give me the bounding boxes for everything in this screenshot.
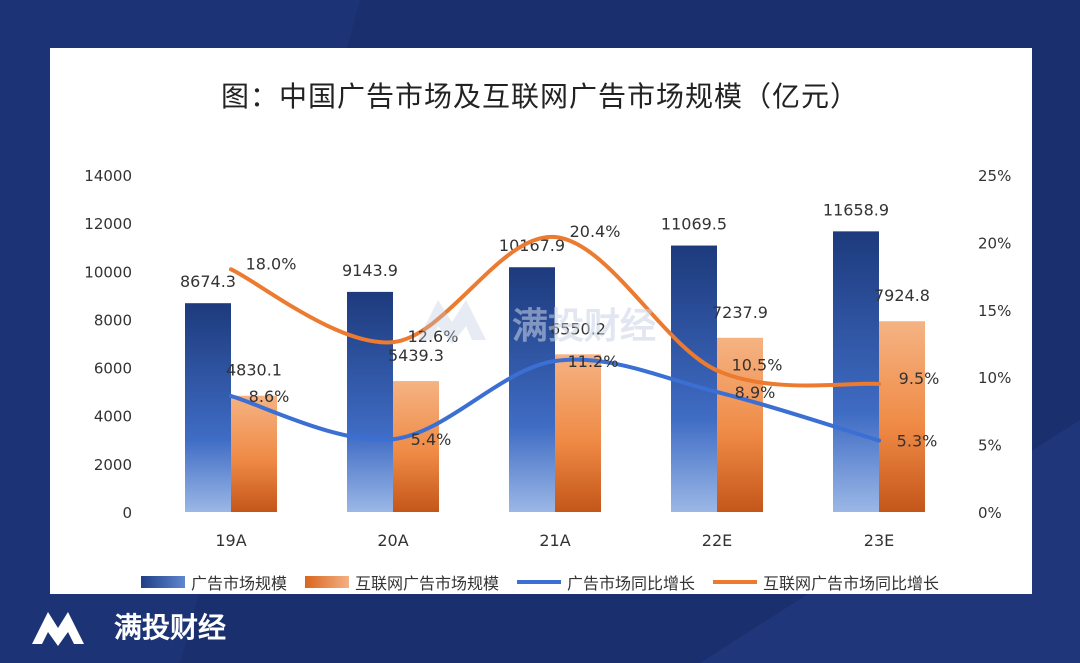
bar-ad-market [671,245,717,512]
bar-internet-ad-market [393,381,439,512]
y-left-tick-label: 10000 [84,263,132,281]
bar-internet-ad-market [231,395,277,512]
point-ad-growth [229,394,233,399]
legend-label-internet-ad-growth: 互联网广告市场同比增长 [763,574,940,593]
bar-label-ad-market: 9143.9 [342,261,398,280]
x-tick-label: 21A [539,531,570,550]
y-left-tick-label: 2000 [94,456,132,474]
point-ad-growth [877,438,881,443]
y-right-tick-label: 20% [978,234,1011,252]
data-label-internet-ad-growth: 9.5% [899,369,940,388]
data-label-ad-growth: 5.4% [411,430,452,449]
x-tick-label: 23E [864,531,894,550]
legend-swatch-ad-market [140,576,185,588]
y-left-tick-label: 0 [122,504,132,522]
bar-ad-market [509,267,555,512]
y-left-tick-label: 8000 [94,311,132,329]
data-label-internet-ad-growth: 12.6% [408,327,459,346]
chart-title: 图：中国广告市场及互联网广告市场规模（亿元） [220,80,859,113]
bar-label-ad-market: 11658.9 [823,200,889,219]
data-label-ad-growth: 11.2% [568,352,619,371]
y-right-tick-label: 0% [978,504,1002,522]
bar-label-internet-ad-market: 4830.1 [226,361,282,380]
point-internet-ad-growth [715,368,719,373]
data-label-internet-ad-growth: 20.4% [570,222,621,241]
legend-label-internet-ad-market: 互联网广告市场规模 [354,574,499,593]
point-internet-ad-growth [391,340,395,345]
chart-legend: 广告市场规模 互联网广告市场规模 广告市场同比增长 互联网广告市场同比增长 [0,570,1080,594]
brand-name: 满投财经 [114,611,227,644]
data-label-ad-growth: 8.6% [249,387,290,406]
bar-ad-market [347,291,393,512]
y-right-tick-label: 25% [978,167,1011,185]
bar-internet-ad-market [555,354,601,512]
point-internet-ad-growth [877,381,881,386]
bar-ad-market [185,303,231,512]
y-left-tick-label: 4000 [94,408,132,426]
y-right-tick-label: 15% [978,302,1011,320]
x-tick-label: 20A [377,531,408,550]
point-internet-ad-growth [229,267,233,272]
y-right-tick-label: 10% [978,369,1011,387]
legend-swatch-ad-growth [517,580,561,584]
bar-label-internet-ad-market: 6550.2 [550,319,606,338]
bar-internet-ad-market [879,321,925,512]
bar-label-ad-market: 8674.3 [180,272,236,291]
legend-item-internet-ad-market: 互联网广告市场规模 [304,570,499,594]
point-ad-growth [553,359,557,364]
x-tick-label: 19A [215,531,246,550]
bar-label-internet-ad-market: 7237.9 [712,303,768,322]
point-ad-growth [715,390,719,395]
legend-item-internet-ad-growth: 互联网广告市场同比增长 [713,570,939,594]
legend-label-ad-growth: 广告市场同比增长 [567,574,696,593]
watermark-logo-icon [418,300,486,344]
brand: 满投财经 [30,606,226,646]
bar-label-internet-ad-market: 5439.3 [388,346,444,365]
y-left-tick-label: 12000 [84,215,132,233]
data-label-internet-ad-growth: 10.5% [732,355,783,374]
bar-label-internet-ad-market: 7924.8 [874,286,930,305]
watermark-text: 满投财经 [512,306,656,347]
y-left-tick-label: 14000 [84,167,132,185]
y-left-tick-label: 6000 [94,360,132,378]
legend-label-ad-market: 广告市场规模 [190,574,287,593]
bar-internet-ad-market [717,337,763,512]
y-right-tick-label: 5% [978,437,1002,455]
legend-item-ad-growth: 广告市场同比增长 [517,570,695,594]
brand-logo-icon [32,612,84,646]
data-label-internet-ad-growth: 18.0% [246,254,297,273]
point-ad-growth [391,437,395,442]
legend-swatch-internet-ad-growth [713,580,758,584]
data-label-ad-growth: 8.9% [735,383,776,402]
bar-ad-market [833,231,879,512]
point-internet-ad-growth [553,235,557,240]
legend-item-ad-market: 广告市场规模 [140,570,287,594]
legend-swatch-internet-ad-market [304,576,349,588]
x-tick-label: 22E [702,531,732,550]
data-label-ad-growth: 5.3% [897,432,938,451]
bar-label-ad-market: 11069.5 [661,215,727,234]
